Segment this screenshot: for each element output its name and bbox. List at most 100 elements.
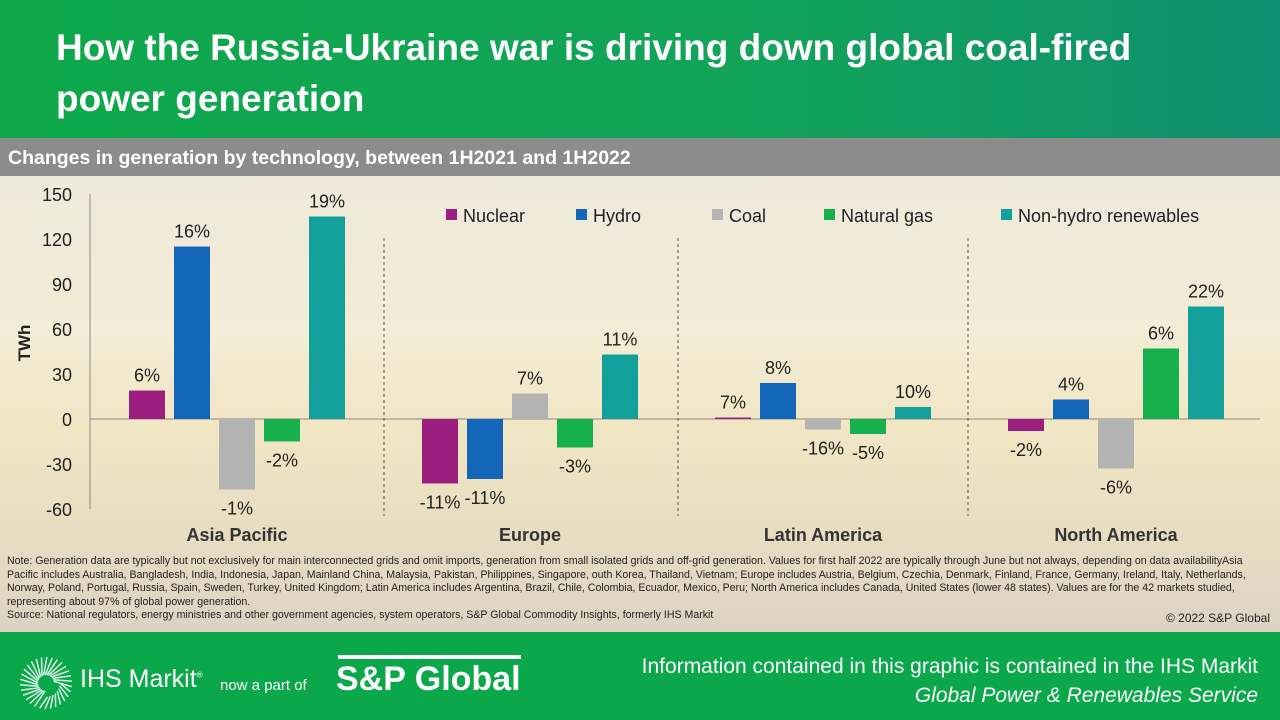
info-line-1: Information contained in this graphic is…: [641, 655, 1258, 678]
note-text: Note: Generation data are typically but …: [7, 555, 1246, 608]
category-label: Europe: [499, 525, 561, 545]
y-tick-label: 0: [62, 410, 72, 430]
logo-ray: [21, 673, 39, 684]
bar-nuclear: [715, 417, 751, 419]
bar-natural-gas: [264, 419, 300, 442]
logo-ray: [56, 691, 62, 705]
logo-ray: [44, 696, 51, 710]
data-label: 11%: [603, 330, 638, 350]
footer-band: [0, 632, 1280, 720]
logo-ray: [42, 656, 48, 676]
bar-hydro: [467, 419, 503, 479]
legend-swatch: [576, 209, 587, 220]
bar-non-hydro-renewables: [602, 354, 638, 419]
bar-chart: 150 120 90 60 30 0 -30 -60 TWh Asia Pacific 6% 16% -…: [15, 185, 1260, 545]
logo-ray: [25, 689, 43, 701]
data-label: 16%: [174, 222, 210, 242]
data-label: -6%: [1100, 478, 1132, 498]
y-tick-label: 120: [42, 230, 72, 250]
bar-nuclear: [422, 419, 458, 484]
data-label: -1%: [221, 499, 253, 519]
data-label: 6%: [134, 366, 160, 386]
logo-ray: [34, 690, 46, 707]
bar-nuclear: [1008, 419, 1044, 431]
logo-ray: [53, 679, 72, 682]
logo-ray: [51, 670, 70, 678]
sp-global-logo: S&P Global: [336, 660, 521, 698]
data-label: -16%: [802, 439, 844, 459]
data-label: -3%: [559, 457, 591, 477]
copyright: © 2022 S&P Global: [1165, 611, 1270, 625]
logo-ray: [23, 668, 39, 682]
bar-coal: [219, 419, 255, 490]
legend-label: Nuclear: [463, 206, 525, 226]
category-label: North America: [1054, 525, 1178, 545]
y-axis-title: TWh: [15, 325, 34, 362]
logo-ray: [20, 684, 39, 687]
header-band: [0, 0, 1280, 138]
bar-hydro: [1053, 399, 1089, 419]
data-label: -11%: [420, 493, 461, 513]
ihs-text: IHS Markit: [80, 665, 197, 693]
logo-ray: [44, 657, 53, 676]
sp-logo-bar: [338, 655, 521, 659]
data-label: 6%: [1148, 324, 1174, 344]
data-label: 7%: [720, 393, 746, 413]
chart-subtitle: Changes in generation by technology, bet…: [8, 147, 631, 169]
bar-natural-gas: [557, 419, 593, 448]
logo-ray: [30, 661, 41, 679]
category-label: Asia Pacific: [186, 525, 287, 545]
data-label: 19%: [309, 192, 345, 212]
data-label: -2%: [266, 451, 298, 471]
bar-hydro: [174, 246, 210, 419]
data-label: 22%: [1188, 282, 1224, 302]
logo-ray: [46, 659, 58, 676]
bar-coal: [805, 419, 841, 430]
legend-swatch: [1001, 209, 1012, 220]
bar-nuclear: [129, 390, 165, 419]
legend-swatch: [824, 209, 835, 220]
info-line-2: Global Power & Renewables Service: [914, 684, 1258, 707]
subtitle-bar: [0, 138, 1280, 176]
y-tick-label: 30: [52, 365, 72, 385]
data-label: -11%: [465, 488, 506, 508]
y-tick-label: 150: [42, 185, 72, 205]
bar-hydro: [760, 383, 796, 419]
logo-ray: [59, 685, 69, 698]
source-text: Source: National regulators, energy mini…: [7, 609, 714, 622]
logo-ray: [59, 682, 71, 693]
y-tick-label: 60: [52, 320, 72, 340]
logo-ray: [20, 687, 40, 691]
logo-ray: [26, 664, 40, 681]
ihs-markit-logo-icon: [20, 656, 72, 710]
logo-ray: [29, 690, 45, 704]
y-tick-label: 90: [52, 275, 72, 295]
legend-swatch: [446, 209, 457, 220]
bar-natural-gas: [850, 419, 886, 434]
legend-swatch: [712, 209, 723, 220]
notes: Note: Generation data are typically but …: [7, 555, 1272, 623]
legend-label: Coal: [729, 206, 766, 226]
bar-non-hydro-renewables: [895, 407, 931, 419]
bar-non-hydro-renewables: [1188, 306, 1224, 419]
bar-non-hydro-renewables: [309, 216, 345, 419]
now-part-of-text: now a part of: [220, 677, 307, 694]
logo-ray: [49, 694, 54, 709]
data-label: 8%: [765, 358, 791, 378]
legend-label: Non-hydro renewables: [1018, 206, 1199, 226]
logo-ray: [47, 662, 63, 676]
registered-mark: ®: [196, 670, 203, 680]
bar-coal: [1098, 419, 1134, 469]
logo-ray: [58, 688, 66, 702]
logo-ray: [52, 675, 72, 679]
category-label: Latin America: [764, 525, 883, 545]
ihs-markit-wordmark: IHS Markit®: [80, 665, 203, 694]
data-label: 4%: [1058, 375, 1084, 395]
y-tick-label: -30: [46, 455, 72, 475]
data-label: 10%: [895, 382, 931, 402]
data-label: -2%: [1010, 440, 1042, 460]
logo-ray: [22, 688, 41, 696]
bar-natural-gas: [1143, 348, 1179, 419]
page-title: How the Russia-Ukraine war is driving do…: [56, 27, 1132, 119]
y-tick-label: -60: [46, 500, 72, 520]
